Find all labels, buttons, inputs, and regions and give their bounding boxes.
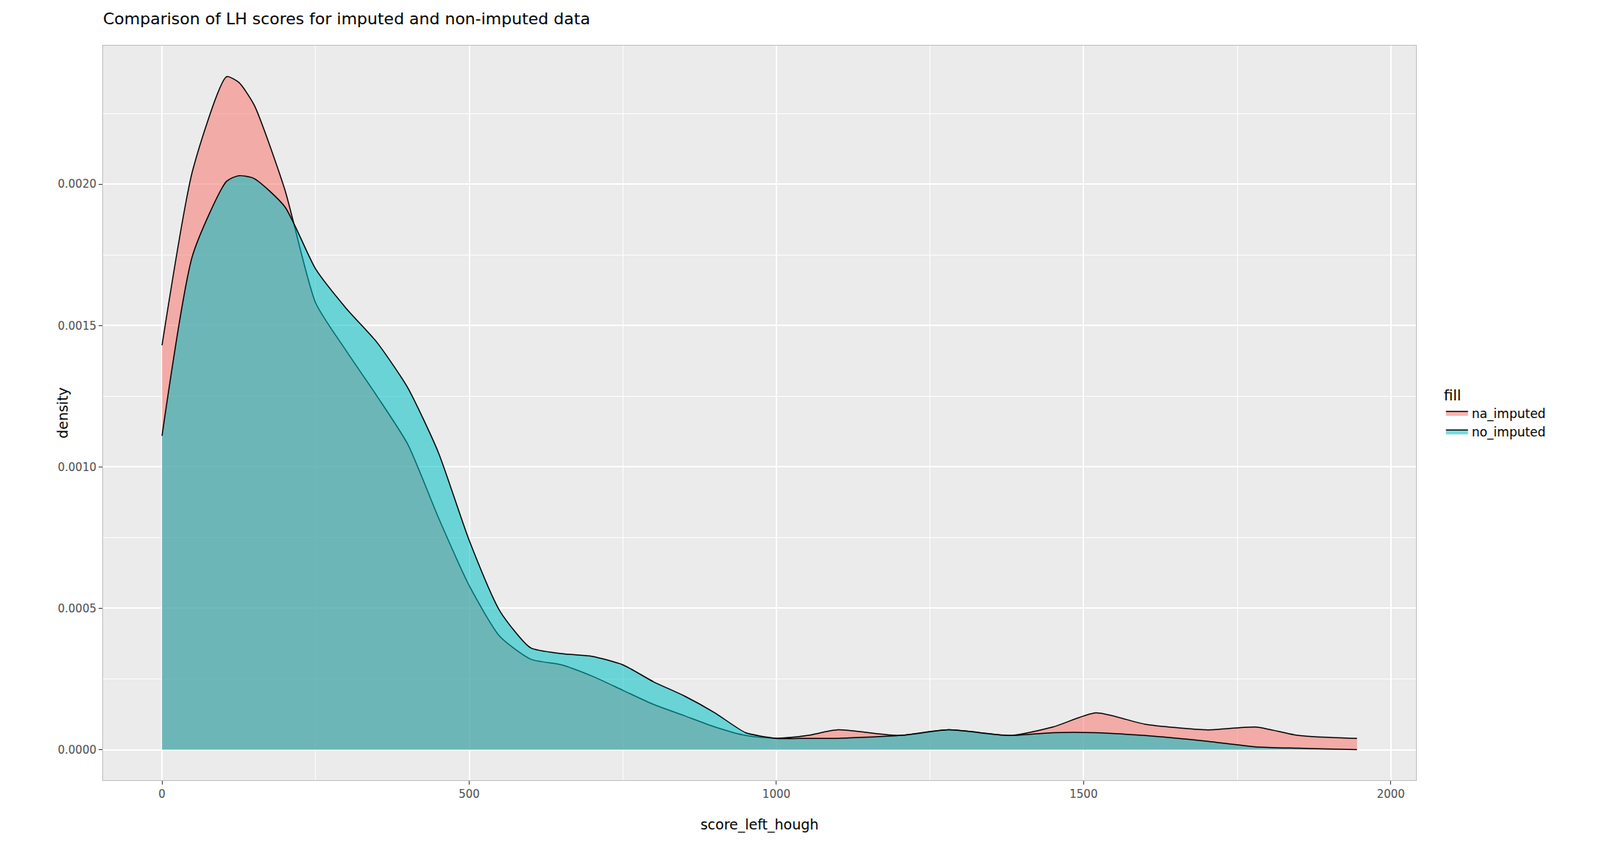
svg-text:1000: 1000: [762, 787, 791, 801]
svg-text:0.0010: 0.0010: [58, 460, 98, 474]
svg-text:500: 500: [458, 787, 480, 801]
svg-text:Comparison of LH scores for im: Comparison of LH scores for imputed and …: [103, 9, 591, 28]
svg-text:no_imputed: no_imputed: [1471, 424, 1546, 441]
svg-text:density: density: [54, 387, 71, 439]
svg-text:score_left_hough: score_left_hough: [700, 816, 820, 834]
svg-text:2000: 2000: [1377, 787, 1405, 801]
svg-text:0.0015: 0.0015: [58, 319, 98, 333]
svg-text:0.0020: 0.0020: [58, 177, 98, 191]
svg-text:0: 0: [158, 787, 166, 801]
svg-text:fill: fill: [1443, 386, 1462, 405]
svg-text:0.0005: 0.0005: [58, 602, 98, 616]
svg-text:1500: 1500: [1069, 787, 1098, 801]
svg-text:0.0000: 0.0000: [58, 743, 98, 757]
svg-text:na_imputed: na_imputed: [1471, 406, 1546, 422]
